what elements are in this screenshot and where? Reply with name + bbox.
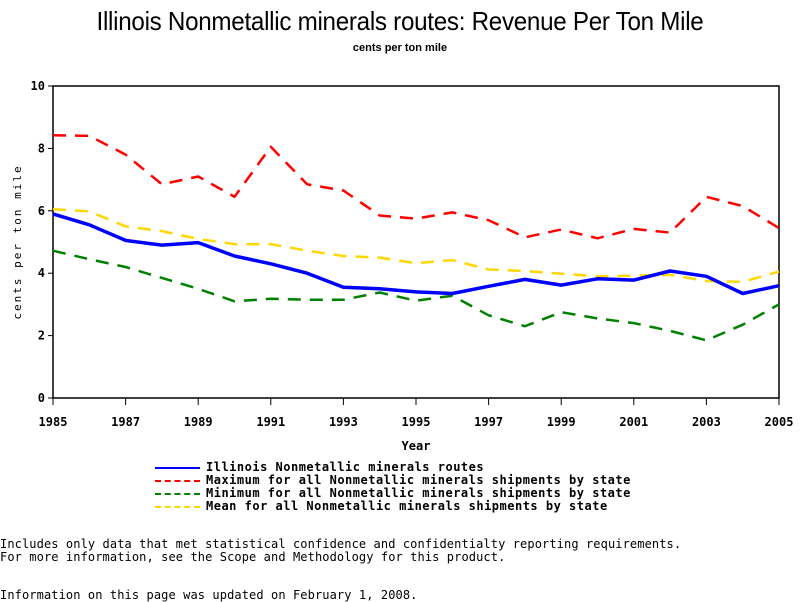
x-tick-label: 2003 bbox=[692, 415, 721, 429]
y-tick-label: 4 bbox=[38, 266, 45, 280]
x-axis-title: Year bbox=[402, 439, 431, 453]
legend-item: Mean for all Nonmetallic minerals shipme… bbox=[155, 500, 631, 513]
legend-swatch-maximum bbox=[155, 480, 200, 482]
legend-swatch-illinois bbox=[155, 467, 200, 469]
y-axis-title: cents per ton mile bbox=[11, 164, 24, 319]
series-group bbox=[53, 135, 779, 340]
x-tick-label: 1999 bbox=[547, 415, 576, 429]
x-tick-label: 2005 bbox=[765, 415, 794, 429]
y-tick-label: 2 bbox=[38, 329, 45, 343]
x-tick-label: 1987 bbox=[111, 415, 140, 429]
x-tick-label: 1997 bbox=[474, 415, 503, 429]
y-tick-label: 0 bbox=[38, 391, 45, 405]
x-tick-label: 1985 bbox=[39, 415, 68, 429]
line-chart: 0 2 4 6 8 10 1985 1987 1989 1991 1993 1995 1997 1999 2… bbox=[0, 0, 800, 460]
plot-frame bbox=[53, 86, 779, 398]
confidence-note: Includes only data that met statistical … bbox=[0, 537, 681, 551]
series-illinois-line bbox=[53, 214, 779, 294]
series-maximum-line bbox=[53, 135, 779, 238]
y-tick-label: 10 bbox=[31, 79, 45, 93]
y-tick-label: 6 bbox=[38, 204, 45, 218]
x-tick-label: 1989 bbox=[184, 415, 213, 429]
x-tick-label: 1993 bbox=[329, 415, 358, 429]
x-tick-label: 1995 bbox=[402, 415, 431, 429]
x-tick-label: 1991 bbox=[256, 415, 285, 429]
x-tick-label: 2001 bbox=[619, 415, 648, 429]
legend-swatch-mean bbox=[155, 506, 200, 508]
axes: 0 2 4 6 8 10 1985 1987 1989 1991 1993 1995 1997 1999 2… bbox=[31, 79, 794, 429]
y-tick-label: 8 bbox=[38, 141, 45, 155]
methodology-note: For more information, see the Scope and … bbox=[0, 550, 505, 564]
legend: Illinois Nonmetallic minerals routes Max… bbox=[155, 461, 631, 513]
series-minimum-line bbox=[53, 251, 779, 341]
legend-label: Mean for all Nonmetallic minerals shipme… bbox=[206, 500, 608, 513]
legend-swatch-minimum bbox=[155, 493, 200, 495]
